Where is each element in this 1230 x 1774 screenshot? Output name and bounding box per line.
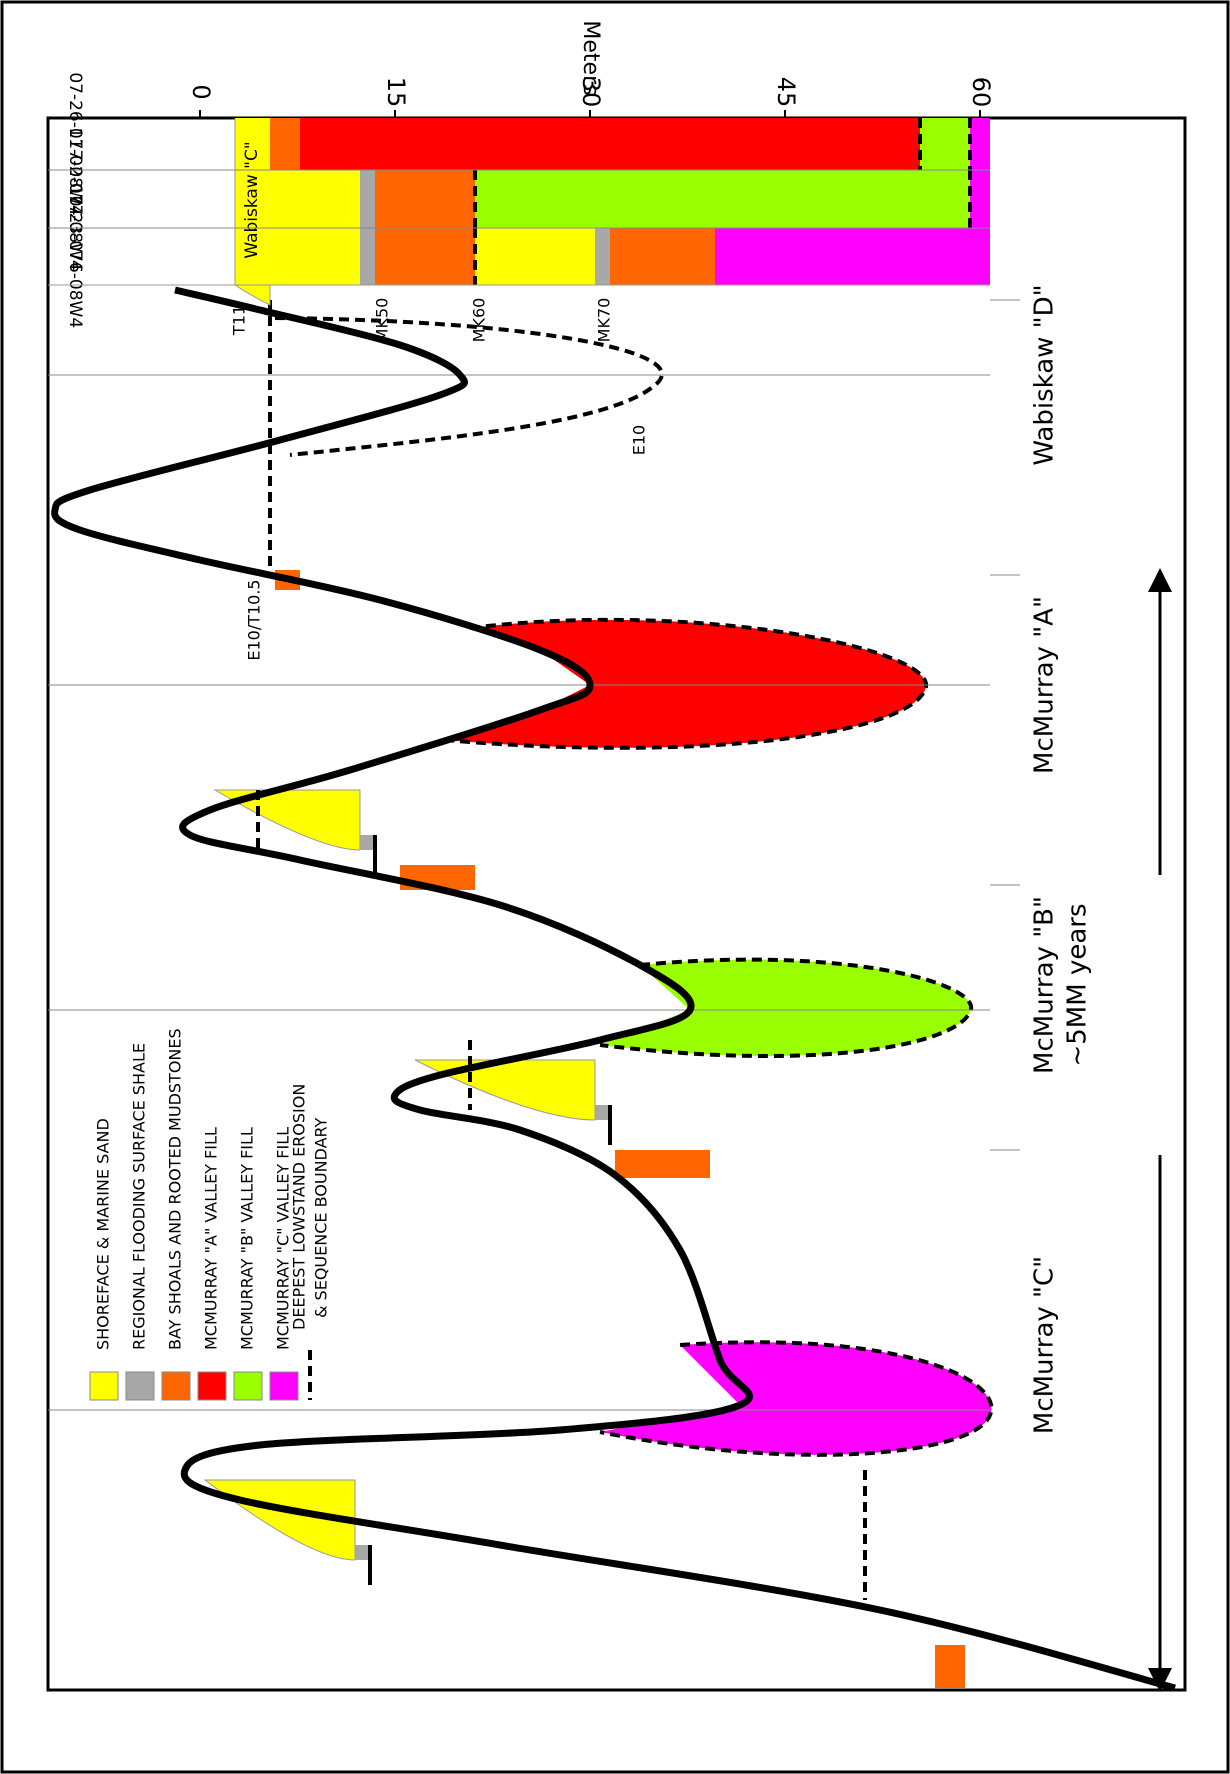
legend-label: BAY SHOALS AND ROOTED MUDSTONES	[166, 1028, 185, 1350]
well-unit	[375, 170, 475, 228]
flooding-shale	[595, 1105, 608, 1120]
well-unit	[610, 228, 715, 285]
well-unit	[715, 228, 990, 285]
axis-tick-label: 45	[772, 77, 800, 108]
legend-swatch	[162, 1372, 190, 1400]
well-unit	[475, 228, 595, 285]
unit-label: Wabiskaw "C"	[242, 141, 262, 258]
marker-label: MK70	[595, 298, 614, 343]
well-unit	[360, 170, 375, 228]
well-unit	[920, 118, 970, 170]
diagram: 07-26-077-08W411-02-077-08W410-23-076-08…	[0, 0, 1230, 1774]
flooding-shale	[355, 1545, 368, 1560]
legend-swatch	[126, 1372, 154, 1400]
axis-tick-label: 60	[967, 77, 995, 108]
time-span: ~5MM years	[1063, 903, 1093, 1066]
well-label: 10-23-076-08W4	[65, 185, 85, 328]
cycle-label: Wabiskaw "D"	[1030, 284, 1060, 465]
legend-label: & SEQUENCE BOUNDARY	[312, 1117, 331, 1318]
legend-swatch	[234, 1372, 262, 1400]
flooding-shale	[360, 835, 373, 850]
well-unit	[270, 118, 300, 170]
well-unit	[300, 118, 920, 170]
axis-tick-label: 15	[382, 77, 410, 108]
legend-label: MCMURRAY "B" VALLEY FILL	[238, 1127, 257, 1350]
well-unit	[475, 170, 970, 228]
well-unit	[595, 228, 610, 285]
well-unit	[970, 118, 990, 170]
legend-label: MCMURRAY "A" VALLEY FILL	[202, 1127, 221, 1350]
valley-fill-c	[600, 1342, 991, 1455]
legend-swatch	[270, 1372, 298, 1400]
cycle-label: McMurray "C"	[1030, 1256, 1060, 1434]
cycle-label: McMurray "A"	[1030, 596, 1060, 774]
well-unit	[360, 228, 375, 285]
axis-tick-label: 0	[187, 84, 215, 99]
marker-label: E10/T10.5	[245, 579, 264, 660]
marker-label: MK60	[470, 298, 489, 343]
arrow-head	[1148, 568, 1172, 592]
legend-swatch	[90, 1372, 118, 1400]
axis-tick-label: 30	[577, 77, 605, 108]
cycle-label: McMurray "B"	[1030, 896, 1060, 1074]
marker-label: MK50	[373, 298, 392, 343]
legend-label: SHOREFACE & MARINE SAND	[94, 1118, 113, 1350]
bay-shoal	[615, 1150, 710, 1178]
sea-level-curve	[55, 290, 1175, 1688]
legend-label: DEEPEST LOWSTAND EROSION	[290, 1084, 309, 1330]
well-unit	[970, 170, 990, 228]
legend-swatch	[198, 1372, 226, 1400]
marker-label: T11	[230, 305, 249, 336]
well-unit	[375, 228, 475, 285]
bay-shoal	[935, 1645, 965, 1688]
marker-label: E10	[630, 425, 649, 455]
legend-label: REGIONAL FLOODING SURFACE SHALE	[130, 1043, 149, 1350]
